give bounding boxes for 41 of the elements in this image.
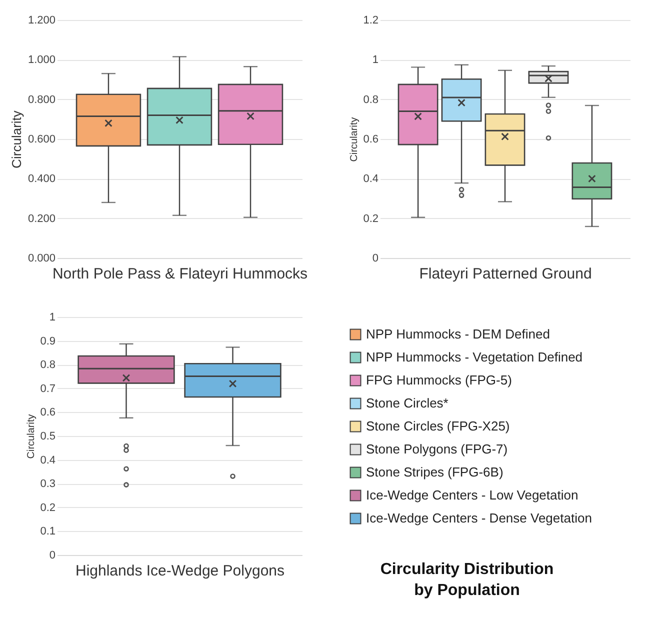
y-tick-label: 0.4 — [40, 454, 56, 466]
y-tick-label: 0.4 — [363, 173, 378, 186]
y-tick-label: 0.8 — [363, 94, 378, 106]
y-tick-label: 1 — [49, 312, 56, 324]
legend-label: Stone Circles (FPG-X25) — [366, 418, 510, 434]
y-axis-title: Circularity — [349, 117, 360, 162]
y-axis-title: Circularity — [8, 110, 24, 168]
legend-label: NPP Hummocks - Vegetation Defined — [366, 350, 583, 364]
legend-label: Stone Stripes (FPG-6B) — [366, 464, 504, 480]
legend-label: Ice-Wedge Centers - Low Vegetation — [366, 488, 578, 502]
y-tick-label: 0.1 — [40, 526, 56, 538]
legend-label: NPP Hummocks - DEM Defined — [366, 326, 550, 342]
y-tick-label: 0.000 — [28, 252, 56, 264]
text: Circularity Distribution by Population — [380, 561, 554, 599]
y-tick-label: 1 — [372, 54, 378, 66]
y-tick-label: 0.9 — [40, 335, 56, 348]
legend-label: Stone Polygons (FPG-7) — [366, 442, 508, 456]
y-tick-label: 1.000 — [28, 54, 56, 66]
y-tick-label: 0.800 — [28, 94, 56, 106]
y-tick-label: 0 — [49, 550, 56, 562]
y-tick-label: 0.8 — [40, 359, 56, 372]
y-tick-label: 0.3 — [40, 478, 56, 490]
x-axis-title: Highlands Ice-Wedge Polygons — [75, 562, 285, 580]
y-tick-label: 0.2 — [40, 502, 56, 514]
y-tick-label: 0.6 — [363, 134, 378, 146]
y-tick-label: 0.400 — [28, 173, 56, 186]
y-tick-label: 0.2 — [363, 212, 378, 225]
y-tick-label: 0 — [372, 252, 378, 264]
x-axis-title: North Pole Pass & Flateyri Hummocks — [52, 266, 308, 282]
y-tick-label: 1.200 — [28, 14, 56, 26]
legend-label: Ice-Wedge Centers - Dense Vegetation — [366, 510, 592, 526]
x-axis-title: Flateyri Patterned Ground — [419, 266, 592, 282]
legend-label: Stone Circles* — [366, 396, 448, 410]
y-tick-label: 0.200 — [28, 212, 56, 225]
y-tick-label: 1.2 — [363, 14, 378, 26]
y-tick-label: 0.7 — [40, 382, 56, 395]
y-tick-label: 0.600 — [28, 134, 56, 146]
y-tick-label: 0.6 — [40, 406, 56, 419]
legend-label: FPG Hummocks (FPG-5) — [366, 372, 512, 388]
y-tick-label: 0.5 — [40, 430, 56, 442]
y-axis-title: Circularity — [26, 414, 38, 459]
